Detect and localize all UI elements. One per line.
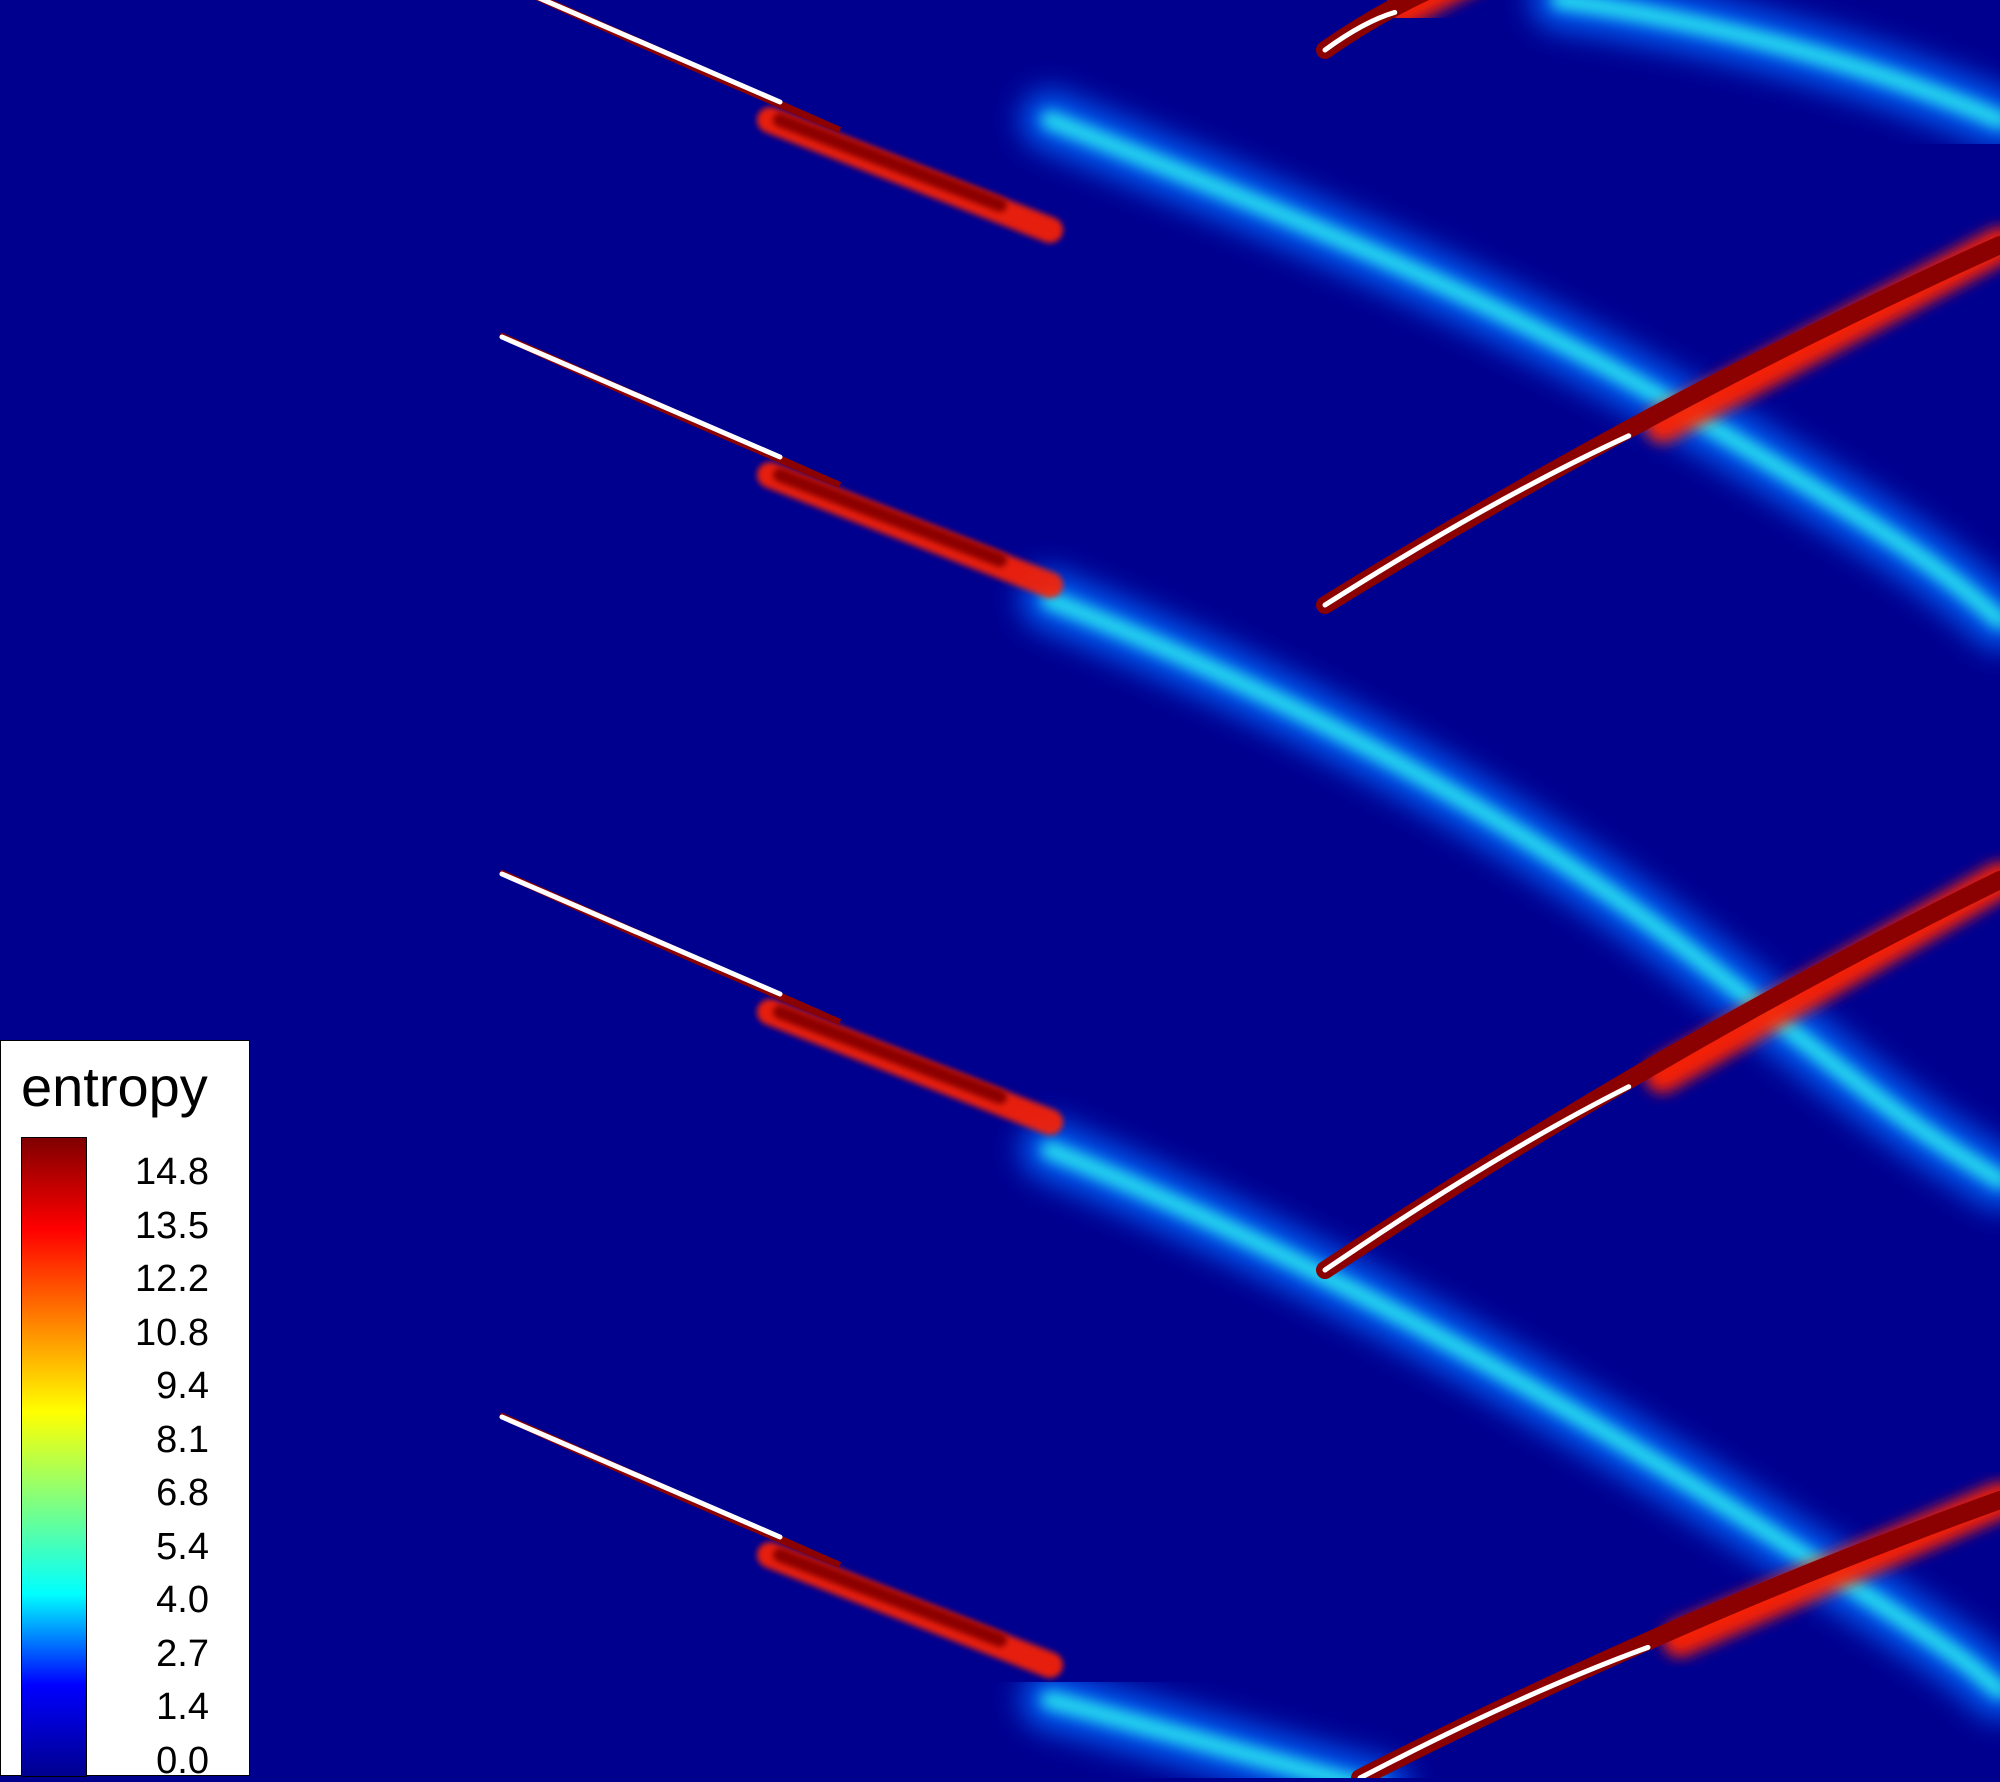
legend-tick: 6.8 xyxy=(156,1473,209,1513)
legend-tick: 12.2 xyxy=(135,1259,209,1299)
legend-tick: 10.8 xyxy=(135,1313,209,1353)
legend-tick: 1.4 xyxy=(156,1687,209,1727)
legend-tick: 4.0 xyxy=(156,1580,209,1620)
legend-tick: 9.4 xyxy=(156,1366,209,1406)
legend-tick: 13.5 xyxy=(135,1206,209,1246)
legend-tick: 2.7 xyxy=(156,1634,209,1674)
legend-tick: 5.4 xyxy=(156,1527,209,1567)
legend-tick: 0.0 xyxy=(156,1741,209,1781)
legend-tick: 8.1 xyxy=(156,1420,209,1460)
colorbar-gradient xyxy=(21,1137,87,1777)
legend-tick: 14.8 xyxy=(135,1152,209,1192)
legend-title: entropy xyxy=(21,1055,208,1119)
colorbar-legend: entropy 14.8 13.5 12.2 10.8 9.4 8.1 6.8 … xyxy=(0,1040,250,1776)
